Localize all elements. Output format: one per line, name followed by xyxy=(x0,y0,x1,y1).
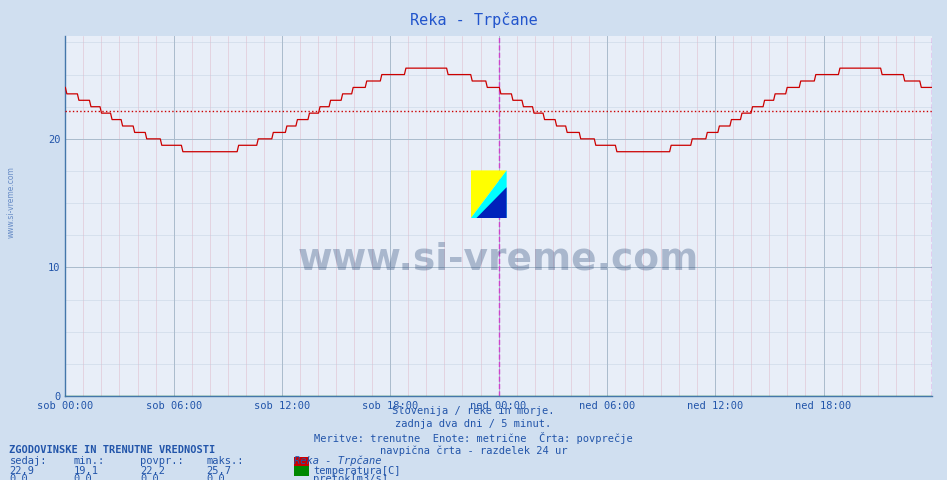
Polygon shape xyxy=(471,170,507,218)
Text: maks.:: maks.: xyxy=(206,456,244,466)
Text: 0,0: 0,0 xyxy=(9,474,28,480)
Text: ZGODOVINSKE IN TRENUTNE VREDNOSTI: ZGODOVINSKE IN TRENUTNE VREDNOSTI xyxy=(9,445,216,456)
Text: 22,2: 22,2 xyxy=(140,466,165,476)
Text: 25,7: 25,7 xyxy=(206,466,231,476)
Text: min.:: min.: xyxy=(74,456,105,466)
Text: Meritve: trenutne  Enote: metrične  Črta: povprečje: Meritve: trenutne Enote: metrične Črta: … xyxy=(314,432,633,444)
Text: zadnja dva dni / 5 minut.: zadnja dva dni / 5 minut. xyxy=(396,419,551,429)
Text: sedaj:: sedaj: xyxy=(9,456,47,466)
Text: www.si-vreme.com: www.si-vreme.com xyxy=(298,241,699,277)
Polygon shape xyxy=(471,170,507,218)
Text: 19,1: 19,1 xyxy=(74,466,98,476)
Text: www.si-vreme.com: www.si-vreme.com xyxy=(7,166,16,238)
Text: pretok[m3/s]: pretok[m3/s] xyxy=(313,474,388,480)
Text: 0,0: 0,0 xyxy=(206,474,225,480)
Text: 0,0: 0,0 xyxy=(140,474,159,480)
Text: Slovenija / reke in morje.: Slovenija / reke in morje. xyxy=(392,406,555,416)
Text: povpr.:: povpr.: xyxy=(140,456,184,466)
Text: Reka - Trpčane: Reka - Trpčane xyxy=(410,12,537,28)
Text: Reka - Trpčane: Reka - Trpčane xyxy=(294,456,381,467)
Text: 0,0: 0,0 xyxy=(74,474,93,480)
Text: navpična črta - razdelek 24 ur: navpična črta - razdelek 24 ur xyxy=(380,446,567,456)
Text: 22,9: 22,9 xyxy=(9,466,34,476)
Text: temperatura[C]: temperatura[C] xyxy=(313,466,401,476)
Polygon shape xyxy=(476,187,507,218)
